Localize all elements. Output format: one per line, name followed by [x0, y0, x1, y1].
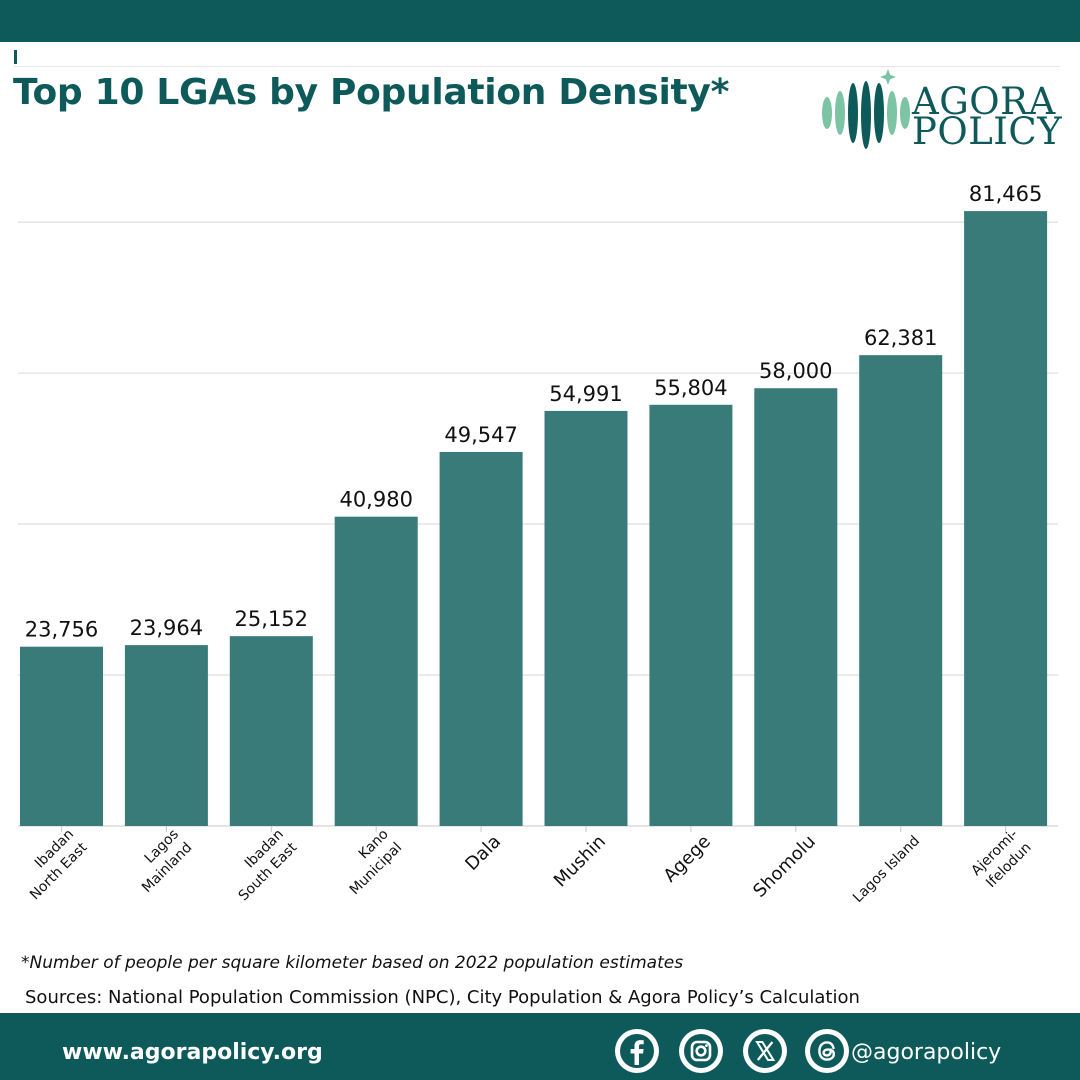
- category-label-line: Lagos Island: [850, 833, 923, 906]
- category-label-line: Dala: [461, 831, 505, 875]
- bar: [124, 645, 208, 826]
- chart-bars: [20, 211, 1048, 826]
- category-label: IbadanSouth East: [222, 826, 300, 904]
- bar: [859, 355, 943, 826]
- social-handle[interactable]: @agorapolicy: [851, 1040, 1002, 1065]
- bar-value-label: 23,964: [130, 616, 203, 640]
- bar-value-label: 23,756: [25, 618, 98, 642]
- category-label: Mushin: [550, 831, 610, 891]
- bar: [229, 636, 313, 826]
- page-title: Top 10 LGAs by Population Density*: [13, 72, 730, 113]
- chart-value-labels: 23,756 23,964 25,152 40,980 49,547 54,991 55,8…: [25, 182, 1043, 642]
- bar-value-label: 49,547: [444, 423, 517, 447]
- category-label: Lagos Island: [850, 833, 923, 906]
- logo-wordmark-line1: AGORA: [912, 80, 1056, 123]
- sources-line: Sources: National Population Commission …: [25, 987, 860, 1008]
- footnote: *Number of people per square kilometer b…: [21, 953, 684, 973]
- agora-policy-logo-icon: [822, 69, 910, 149]
- x-icon[interactable]: [743, 1029, 787, 1073]
- bar-value-label: 62,381: [864, 326, 937, 350]
- category-label: Dala: [461, 831, 505, 875]
- bar-value-label: 58,000: [759, 359, 832, 383]
- category-label: Shomolu: [749, 831, 820, 902]
- bar-value-label: 25,152: [235, 607, 308, 631]
- category-label: KanoMunicipal: [333, 826, 405, 898]
- header-accent-mark: [14, 50, 17, 64]
- category-label-line: Agege: [660, 831, 715, 886]
- instagram-icon[interactable]: [679, 1029, 723, 1073]
- category-label-line: Mushin: [550, 831, 610, 891]
- bar: [544, 410, 628, 826]
- bar: [439, 452, 523, 826]
- bar: [964, 211, 1048, 826]
- bar: [754, 388, 838, 826]
- bar: [334, 516, 418, 826]
- bar-value-label: 81,465: [969, 182, 1042, 206]
- header-divider: [14, 66, 1060, 67]
- bar: [649, 404, 733, 826]
- category-label: Agege: [660, 831, 715, 886]
- chart-category-labels: IbadanNorth East LagosMainland IbadanSouth…: [14, 826, 1035, 906]
- top-banner: [0, 0, 1080, 42]
- logo-wordmark-line2: POLICY: [912, 110, 1063, 153]
- bar-value-label: 40,980: [339, 488, 412, 512]
- website-link[interactable]: www.agorapolicy.org: [62, 1040, 323, 1065]
- population-density-bar-chart: 23,756 23,964 25,152 40,980 49,547 54,991 55,8…: [14, 182, 1058, 906]
- threads-icon[interactable]: [805, 1029, 849, 1073]
- bar-value-label: 55,804: [654, 376, 727, 400]
- bar-value-label: 54,991: [549, 382, 622, 406]
- category-label: IbadanNorth East: [14, 826, 91, 903]
- category-label-line: Shomolu: [749, 831, 820, 902]
- category-label: Ajeromi-Ifelodun: [968, 826, 1034, 892]
- facebook-icon[interactable]: [615, 1029, 659, 1073]
- bar: [20, 646, 103, 826]
- category-label: LagosMainland: [126, 826, 196, 896]
- footer-bar: www.agorapolicy.org @agorapolicy: [0, 1013, 1080, 1080]
